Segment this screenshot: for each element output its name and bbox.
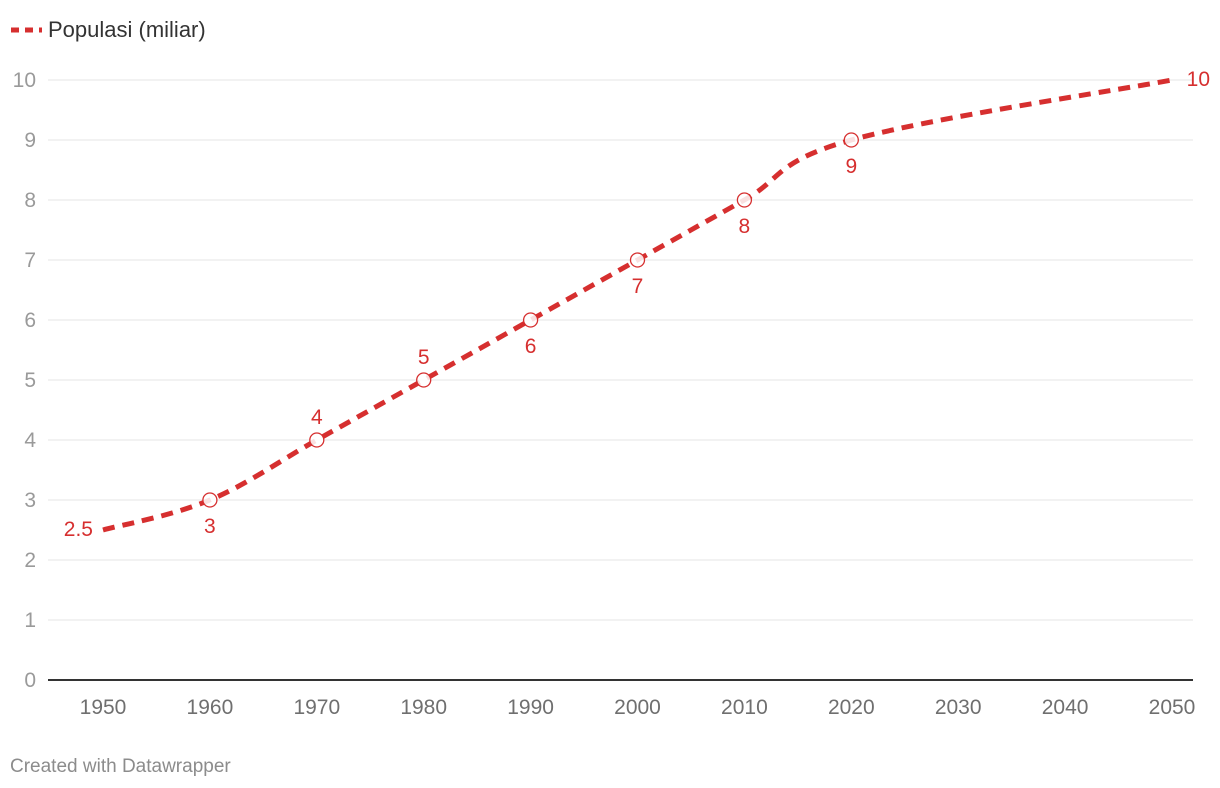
gridlines — [48, 79, 1193, 621]
x-tick-label: 1950 — [80, 696, 127, 719]
markers-layer — [202, 132, 859, 508]
y-tick-label: 8 — [24, 189, 36, 212]
y-tick-label: 5 — [24, 369, 36, 392]
x-tick-label: 2000 — [614, 696, 661, 719]
x-tick-label: 2040 — [1042, 696, 1089, 719]
data-label: 5 — [418, 346, 430, 369]
data-point-marker — [736, 192, 753, 208]
series-layer — [102, 77, 1173, 533]
credit-text: Created with Datawrapper — [10, 756, 231, 777]
data-label: 2.5 — [64, 518, 93, 541]
legend: Populasi (miliar) — [11, 17, 206, 42]
y-axis: 0 1 2 3 4 5 6 7 8 9 10 — [13, 69, 37, 692]
x-tick-label: 2050 — [1149, 696, 1196, 719]
data-point-marker — [629, 252, 646, 268]
x-tick-label: 2030 — [935, 696, 982, 719]
y-tick-label: 1 — [24, 609, 36, 632]
data-label: 4 — [311, 406, 323, 429]
data-point-marker — [202, 492, 218, 508]
x-tick-label: 2010 — [721, 696, 768, 719]
data-label: 7 — [632, 275, 644, 298]
y-tick-label: 7 — [24, 249, 36, 272]
y-tick-label: 2 — [24, 549, 36, 572]
legend-label: Populasi (miliar) — [48, 17, 206, 42]
data-labels-layer: 2.5 3 4 5 6 7 8 9 10 — [64, 68, 1210, 541]
x-tick-label: 1960 — [187, 696, 234, 719]
data-point-marker — [416, 372, 432, 388]
y-tick-label: 6 — [24, 309, 36, 332]
data-point-marker — [522, 312, 539, 328]
x-tick-label: 1980 — [400, 696, 447, 719]
y-tick-label: 10 — [13, 69, 36, 92]
data-point-marker — [309, 432, 325, 448]
data-label: 6 — [525, 335, 537, 358]
y-tick-label: 4 — [24, 429, 36, 452]
x-tick-label: 1970 — [293, 696, 340, 719]
x-tick-label: 1990 — [507, 696, 554, 719]
x-axis: 1950 1960 1970 1980 1990 2000 2010 2020 2030 2040… — [80, 696, 1196, 719]
data-label: 10 — [1187, 68, 1210, 91]
data-point-marker — [843, 132, 859, 148]
y-tick-label: 9 — [24, 129, 36, 152]
series-line — [102, 77, 1173, 533]
data-label: 3 — [204, 515, 216, 538]
y-tick-label: 3 — [24, 489, 36, 512]
x-tick-label: 2020 — [828, 696, 875, 719]
y-tick-label: 0 — [24, 669, 36, 692]
data-label: 8 — [739, 215, 751, 238]
data-label: 9 — [845, 155, 857, 178]
